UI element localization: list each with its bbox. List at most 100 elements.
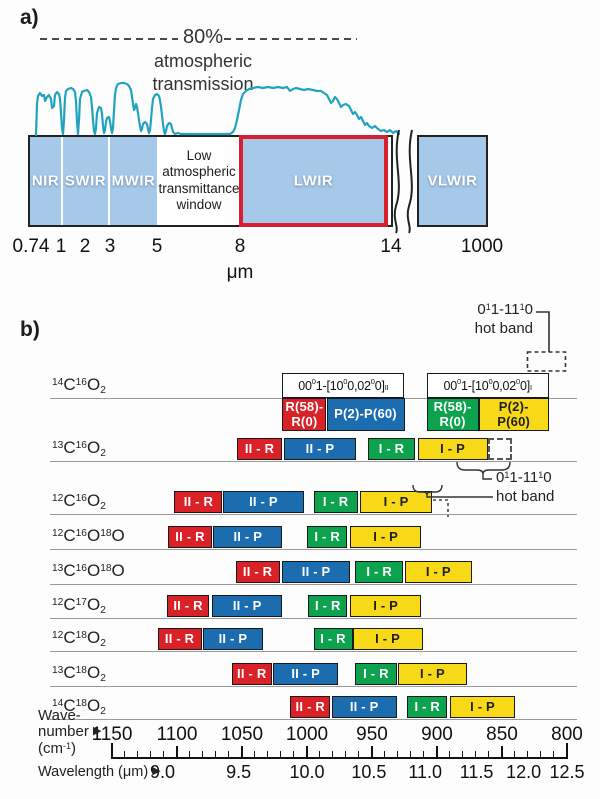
- isotopologue-label: 12C16O18O: [52, 526, 125, 545]
- wavenumber-major-tick: [371, 746, 373, 757]
- isotopologue-label: 14C18O2: [52, 696, 106, 717]
- branch-box-yellow: I - P: [398, 663, 467, 685]
- hot-band-annotation-2: 011-1110 hot band: [496, 469, 554, 505]
- branch-box-blue: II - P: [213, 526, 283, 548]
- ruler-baseline: [111, 757, 568, 759]
- branch-box-yellow: I - P: [349, 595, 422, 617]
- wavenumber-tick-label: 800: [551, 724, 583, 745]
- wavenumber-axis-label-line: Wave-: [38, 707, 81, 724]
- transmission-note: 80% atmospheric transmission: [128, 24, 278, 96]
- wavenumber-minor-tick: [228, 751, 230, 757]
- wavenumber-axis-label: Wave- number ▶ (cm-1): [38, 708, 102, 759]
- wavenumber-major-tick: [436, 746, 438, 757]
- isotopologue-label: 12C18O2: [52, 628, 106, 649]
- band-lwir-label: LWIR: [293, 172, 334, 190]
- wavenumber-tick-label: 850: [486, 724, 518, 745]
- wavenumber-minor-tick: [293, 751, 295, 757]
- isotopologue-label: 13C16O18O: [52, 561, 125, 580]
- panel-a-label: a): [20, 6, 39, 29]
- wavenumber-tick-label: 1050: [220, 724, 264, 745]
- hot-band-leader-3: [426, 495, 493, 498]
- panel-a-tick-label: 5: [151, 236, 163, 257]
- branch-box-yellow: I - P: [349, 526, 422, 548]
- branch-box-red: II - R: [167, 526, 213, 548]
- branch-box-green: I - R: [407, 696, 448, 718]
- wavenumber-tick-label: 1000: [285, 724, 329, 745]
- wavenumber-major-tick: [566, 743, 568, 757]
- row-baseline: [50, 618, 577, 619]
- branch-box-yellow: I - P: [360, 491, 432, 513]
- wavenumber-major-tick: [306, 746, 308, 757]
- isotopologue-label: 14C16O2: [52, 375, 106, 396]
- panel-a-tick-label: 3: [104, 236, 116, 257]
- group-label-box: 00 0 1-[10 0 0,02 0 0] II: [282, 373, 405, 398]
- wavelength-tick-label: 10.5: [351, 762, 387, 782]
- wavenumber-minor-tick: [332, 751, 334, 757]
- wavenumber-minor-tick: [410, 751, 412, 757]
- branch-box-yellow: I - P: [404, 561, 473, 583]
- wavenumber-minor-tick: [319, 751, 321, 757]
- micron-unit-label: μm: [226, 262, 254, 283]
- transmission-note-line: atmospheric: [153, 51, 253, 71]
- wavenumber-minor-tick: [384, 751, 386, 757]
- wavenumber-minor-tick: [553, 751, 555, 757]
- row-baseline: [50, 514, 577, 515]
- branch-box-green: I - R: [313, 628, 353, 650]
- branch-box-green: I - R: [307, 526, 348, 548]
- wavenumber-minor-tick: [280, 751, 282, 757]
- branch-box-red: II - R: [235, 561, 280, 583]
- group-label-box: 00 0 1-[10 0 0,02 0 0] I: [426, 373, 549, 398]
- hot-band-dashed-box-1: [526, 351, 567, 372]
- row-baseline: [50, 686, 577, 687]
- branch-box-blue: II - P: [212, 595, 283, 617]
- wavenumber-minor-tick: [488, 751, 490, 757]
- wavenumber-axis-unit: (cm-1): [38, 740, 77, 757]
- hot-band-caption: hot band: [474, 320, 533, 337]
- wavenumber-major-tick: [241, 746, 243, 757]
- wavenumber-minor-tick: [527, 751, 529, 757]
- wavenumber-minor-tick: [202, 751, 204, 757]
- branch-box-red: II - R: [166, 595, 210, 617]
- panel-a-tick-label: 1000: [460, 236, 504, 257]
- wavenumber-minor-tick: [267, 751, 269, 757]
- wavelength-tick-label: 10.0: [289, 762, 325, 782]
- wavenumber-minor-tick: [189, 751, 191, 757]
- branch-box-green: I - R: [308, 595, 348, 617]
- wavelength-tick-label: 12.0: [506, 762, 542, 782]
- branch-box-red: II - R: [231, 663, 272, 685]
- wavenumber-major-tick: [176, 746, 178, 757]
- transmission-note-line: transmission: [152, 74, 254, 94]
- wavelength-tick-label: 9.0: [150, 762, 176, 782]
- wavelength-axis-label: Wavelength (μm) ▶: [38, 764, 161, 780]
- wavenumber-minor-tick: [449, 751, 451, 757]
- branch-box-green: R(58)- R(0): [426, 398, 479, 431]
- isotopologue-label: 12C16O2: [52, 491, 106, 512]
- wavenumber-minor-tick: [358, 751, 360, 757]
- panel-a-tick-label: 2: [79, 236, 91, 257]
- wavenumber-minor-tick: [397, 751, 399, 757]
- axis-break-squiggle: [406, 129, 413, 234]
- hot-band-transition: 011-1110: [496, 469, 552, 486]
- branch-box-red: II - R: [174, 491, 223, 513]
- branch-box-blue: II - P: [273, 663, 339, 685]
- transmission-percent: 80%: [182, 26, 224, 48]
- wavenumber-tick-label: 1100: [156, 724, 198, 745]
- wavenumber-minor-tick: [163, 751, 165, 757]
- branch-box-yellow: P(2)- P(60): [478, 398, 549, 431]
- hot-band-transition: 011-1110: [477, 301, 533, 318]
- axis-break-squiggle: [393, 129, 400, 234]
- hot-band-annotation-1: 011-1110 hot band: [475, 301, 533, 337]
- branch-box-red: II - R: [157, 628, 202, 650]
- band-mwir-label: MWIR: [111, 172, 156, 190]
- wavenumber-tick-label: 900: [421, 724, 453, 745]
- band-swir-label: SWIR: [64, 172, 107, 190]
- row-baseline: [50, 461, 577, 462]
- branch-box-blue: II - P: [203, 628, 263, 650]
- band-low-transmittance-window-label: Low atmospheric transmittance window: [158, 148, 240, 213]
- branch-box-red: II - R: [236, 438, 283, 460]
- band-lwir-highlight-box: [239, 135, 388, 227]
- branch-box-blue: II - P: [331, 696, 397, 718]
- wavenumber-minor-tick: [514, 751, 516, 757]
- wavenumber-minor-tick: [150, 751, 152, 757]
- branch-box-green: I - R: [313, 491, 358, 513]
